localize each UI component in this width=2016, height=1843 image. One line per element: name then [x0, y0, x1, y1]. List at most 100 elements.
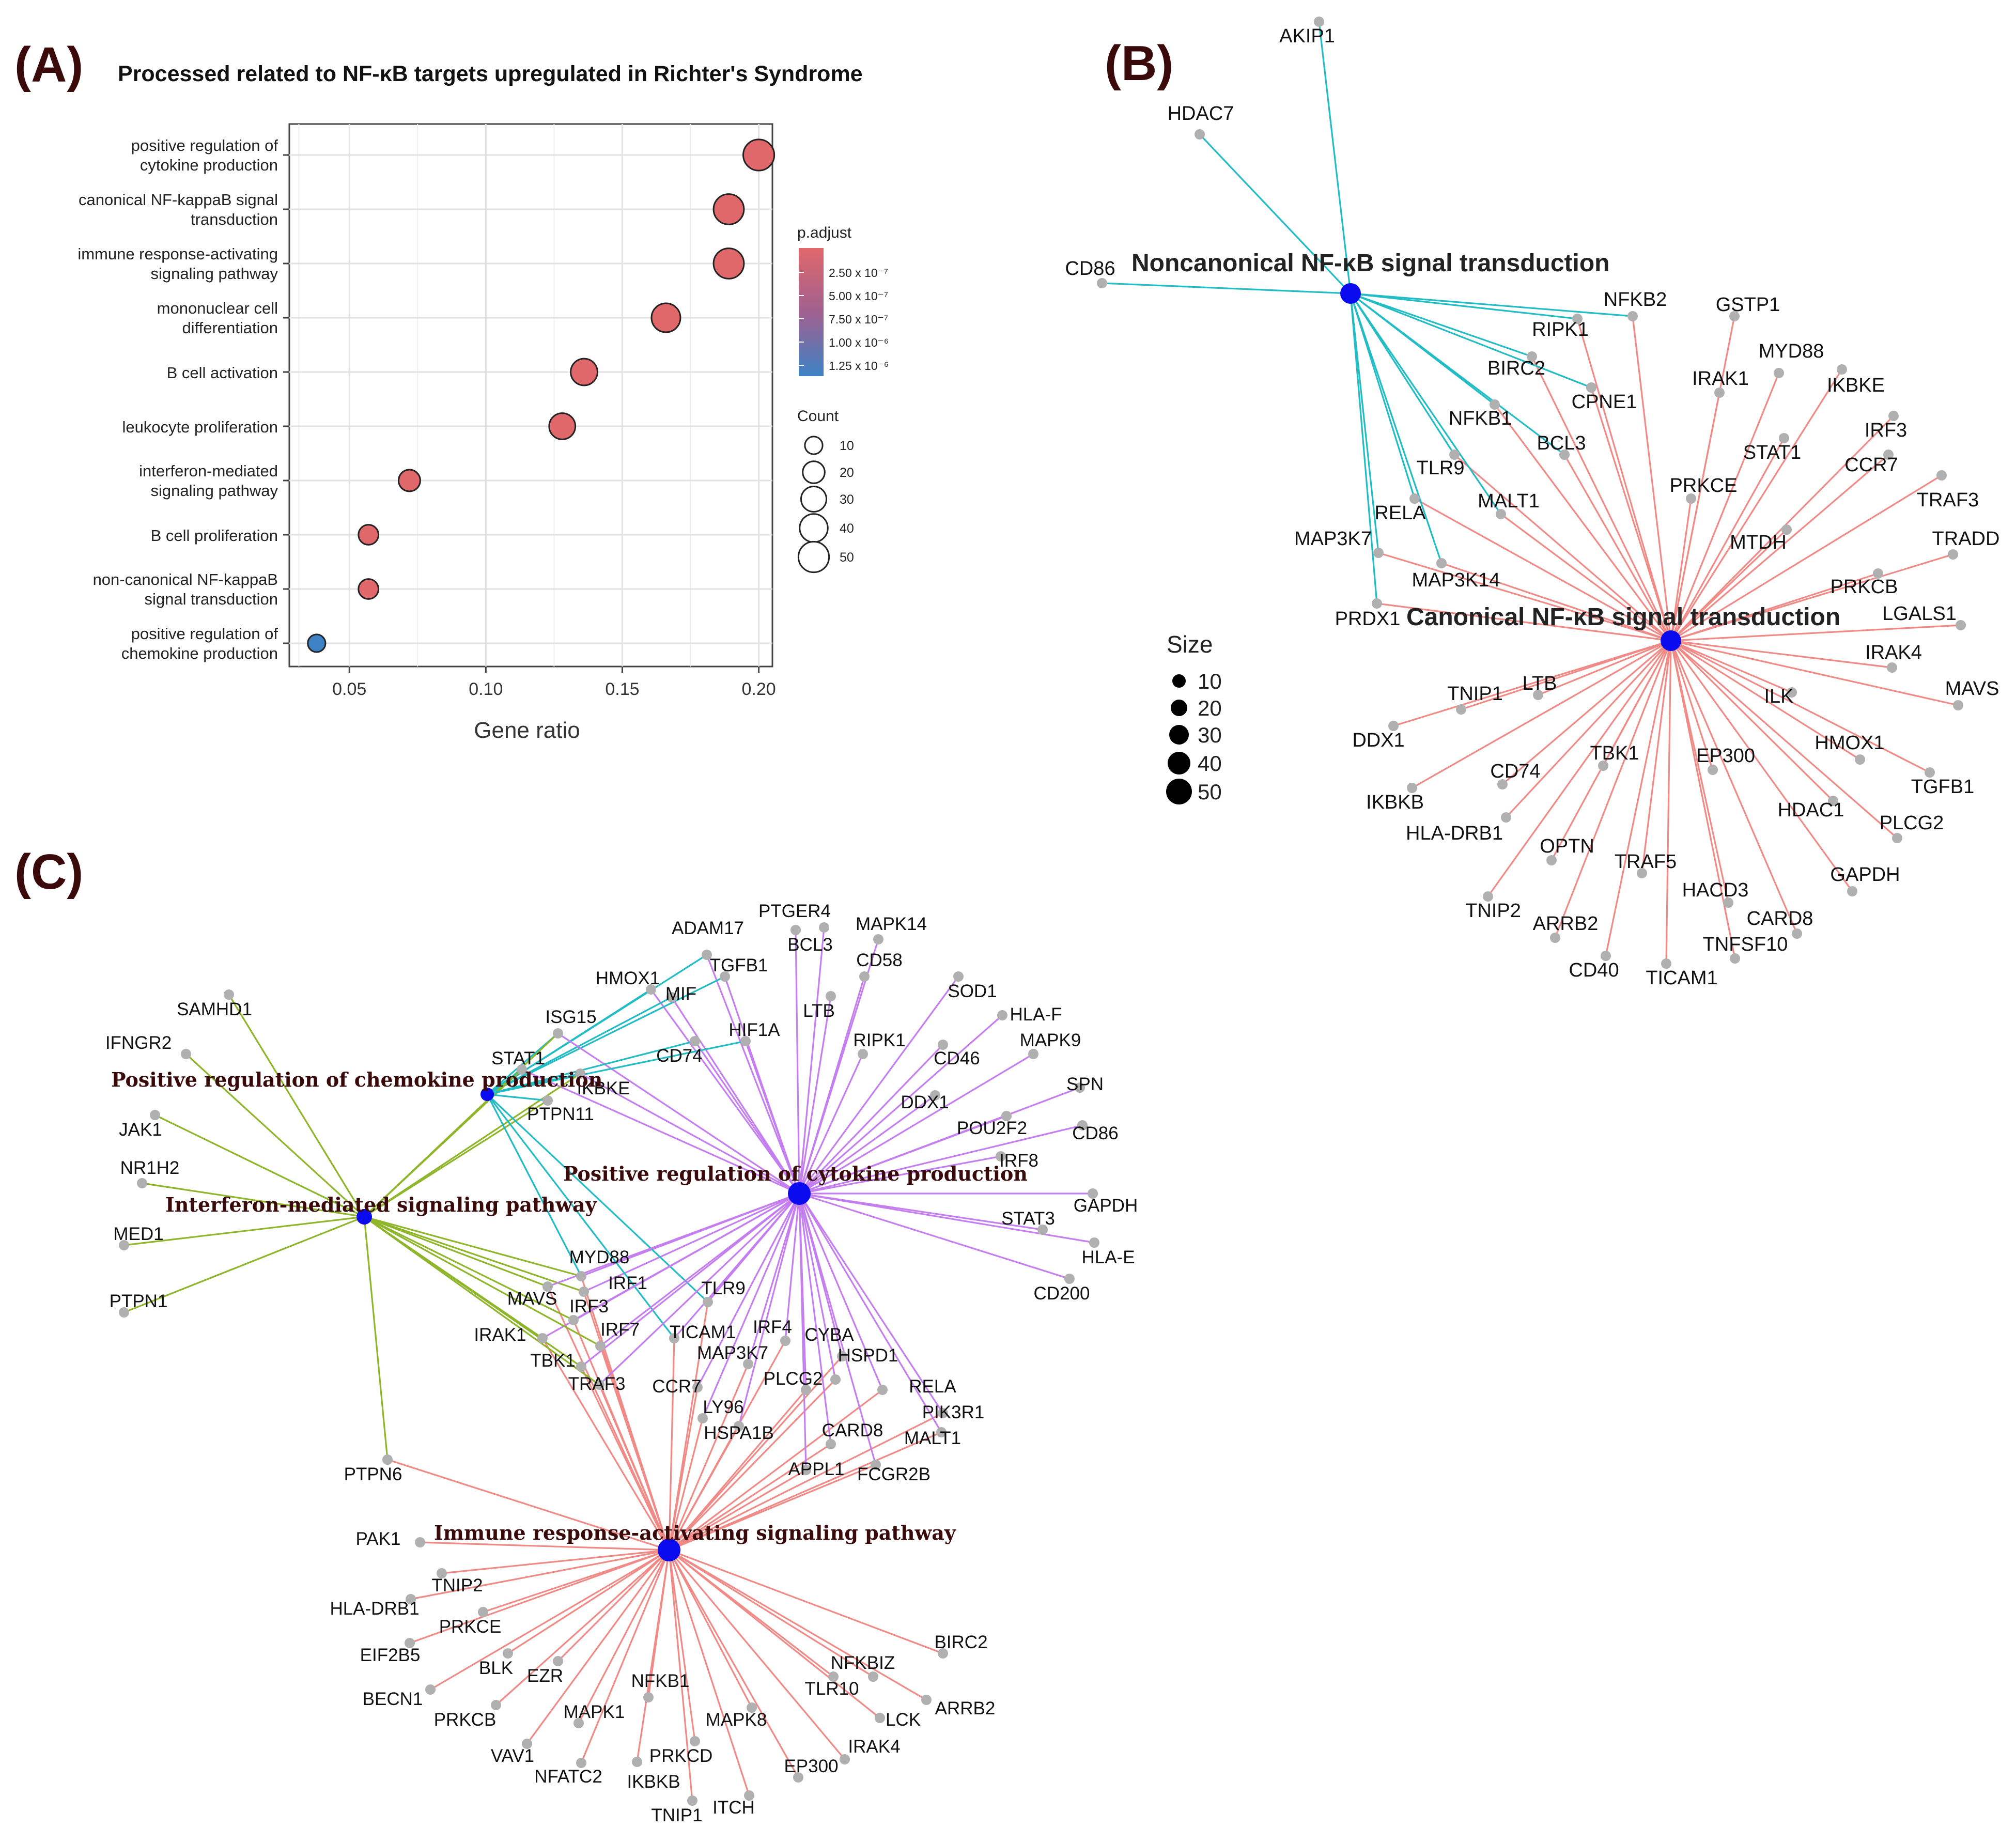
gene-label-ilk: ILK [1764, 686, 1793, 707]
gene-label-ptpn6: PTPN6 [344, 1464, 402, 1484]
gene-node-tbk1 [1598, 761, 1608, 771]
color-legend-title: p.adjust [797, 224, 852, 241]
gene-node-pak1 [415, 1537, 425, 1547]
edge-irf7-immune [599, 1345, 670, 1551]
gene-label-cyba: CYBA [804, 1325, 854, 1345]
gene-label-adam17: ADAM17 [672, 918, 744, 938]
gene-node-gapdh [1847, 886, 1857, 896]
gene-node-prkcd [690, 1736, 700, 1746]
gene-node-mif [666, 992, 677, 1002]
x-tick-label: 0.15 [605, 679, 639, 699]
edge-traf3-immune [598, 1384, 670, 1551]
category-label: positive regulation of [131, 625, 278, 643]
edge-ptpn1-interferon [123, 1216, 365, 1313]
category-labels: positive regulation of cytokine productio… [77, 136, 289, 662]
plot-grid [289, 124, 772, 667]
gene-label-irf8: IRF8 [999, 1151, 1038, 1171]
gene-node-ddx1 [930, 1090, 940, 1101]
edge-ticam1-chemokine [486, 1094, 675, 1339]
gene-label-bcl3: BCL3 [787, 935, 833, 955]
gene-node-tgfb1 [720, 971, 730, 982]
gene-label-ticam1: TICAM1 [1646, 967, 1717, 989]
gene-node-ccr7 [1883, 450, 1894, 460]
edge-malt1-canonical [1500, 513, 1671, 642]
edge-cyba-immune [668, 1355, 843, 1551]
edge-tlr9-chemokine [486, 1093, 709, 1303]
hub-label-chemokine: Positive regulation of chemokine product… [111, 1068, 602, 1091]
dot-mononuclear-cell-differentiation [650, 302, 681, 333]
gene-node-optn [1546, 855, 1557, 865]
gene-node-mapk9 [1028, 1049, 1038, 1059]
gene-node-prkce [1686, 493, 1696, 504]
edge-ikbke-canonical [1670, 369, 1843, 641]
edge-ptpn6-immune [387, 1459, 670, 1551]
gene-node-lgals1 [1956, 620, 1966, 630]
category-label: B cell proliferation [151, 526, 278, 545]
gene-label-spn: SPN [1066, 1074, 1104, 1094]
size-legend-label: 40 [840, 521, 854, 536]
edge-cd46-cytokine [798, 1044, 944, 1195]
gene-label-isg15: ISG15 [545, 1007, 596, 1027]
edge-traf3-cytokine [598, 1192, 800, 1386]
edge-hspa1b-immune [668, 1426, 740, 1551]
gene-label-malt1: MALT1 [1478, 490, 1540, 512]
gene-label-mapk8: MAPK8 [706, 1710, 767, 1730]
gene-label-prkce: PRKCE [439, 1617, 502, 1637]
gene-node-fcgr2b [871, 1460, 881, 1470]
edge-card8-cytokine [798, 1193, 832, 1445]
gene-label-tnfsf10: TNFSF10 [1703, 934, 1788, 955]
gene-label-irf7: IRF7 [600, 1320, 640, 1340]
gene-node-ddx1 [1388, 721, 1399, 731]
category-label: transduction [191, 210, 278, 228]
gene-node-hla-e [1089, 1237, 1099, 1248]
edge-mapk9-cytokine [799, 1053, 1034, 1195]
gene-label-irf3: IRF3 [569, 1296, 609, 1317]
edge-tgfb1-chemokine [487, 975, 725, 1095]
gene-node-ly96 [697, 1413, 708, 1423]
edge-birc2-noncanonical [1350, 292, 1532, 358]
gene-label-hacd3: HACD3 [1682, 879, 1749, 901]
gene-node-hacd3 [1723, 897, 1733, 908]
gene-label-ripk1: RIPK1 [853, 1030, 905, 1050]
gene-node-prkce [478, 1607, 488, 1617]
edge-mavs-interferon [364, 1216, 548, 1288]
edge-cd40-canonical [1605, 640, 1672, 956]
edge-appl1-immune [669, 1469, 807, 1551]
size-legend-title: Count [797, 408, 839, 425]
gene-node-traf5 [1637, 868, 1647, 878]
gene-node-mapk8 [747, 1702, 757, 1713]
edge-nfkbiz-immune [669, 1549, 874, 1678]
edge-traf3-interferon [364, 1216, 600, 1386]
gene-label-nfkb1: NFKB1 [1449, 408, 1512, 429]
edge-nfkb2-canonical [1632, 316, 1672, 641]
edge-birc2-immune [669, 1549, 943, 1654]
gene-label-tgfb1: TGFB1 [1911, 776, 1974, 798]
gene-node-cd40 [1601, 951, 1611, 961]
gene-label-akip1: AKIP1 [1279, 25, 1335, 47]
gene-node-adam17 [702, 950, 712, 960]
gene-label-hspa1b: HSPA1B [704, 1423, 774, 1443]
gene-label-ifngr2: IFNGR2 [105, 1033, 172, 1053]
gene-node-hmox1 [646, 984, 656, 995]
color-legend-ticks: 2.50 x 10⁻⁷ 5.00 x 10⁻⁷ 7.50 x 10⁻⁷ 1.00 x … [799, 266, 889, 373]
gene-label-mif: MIF [665, 984, 696, 1004]
dot-non-canonical-nf-kappab-signal-transduction [358, 578, 380, 600]
category-label: mononuclear cell [157, 299, 278, 317]
color-tick-label: 1.25 x 10⁻⁶ [829, 359, 889, 373]
edge-prkcd-immune [668, 1550, 696, 1742]
gene-node-hif1a [740, 1036, 751, 1046]
gene-label-fcgr2b: FCGR2B [857, 1464, 931, 1484]
network-b-labels: AKIP1 HDAC7 CD86 NFKB2 RIPK1 BIRC2 CPNE1 NFKB1 B… [1065, 25, 1999, 989]
edge-mapk8-immune [668, 1550, 753, 1708]
gene-label-cd86: CD86 [1065, 258, 1115, 280]
edge-map3k7-cytokine [747, 1193, 800, 1365]
edge-irak4-canonical [1670, 640, 1893, 669]
edge-map3k14-noncanonical [1350, 293, 1443, 564]
edge-myd88-canonical [1670, 373, 1780, 641]
gene-label-hmox1: HMOX1 [596, 968, 660, 988]
gene-node-sod1 [953, 971, 964, 982]
gene-label-map3k7: MAP3K7 [1294, 528, 1372, 550]
color-tick-label: 5.00 x 10⁻⁷ [829, 289, 888, 303]
edge-ripk1-noncanonical [1350, 292, 1578, 320]
gene-node-prkcb [491, 1700, 501, 1710]
